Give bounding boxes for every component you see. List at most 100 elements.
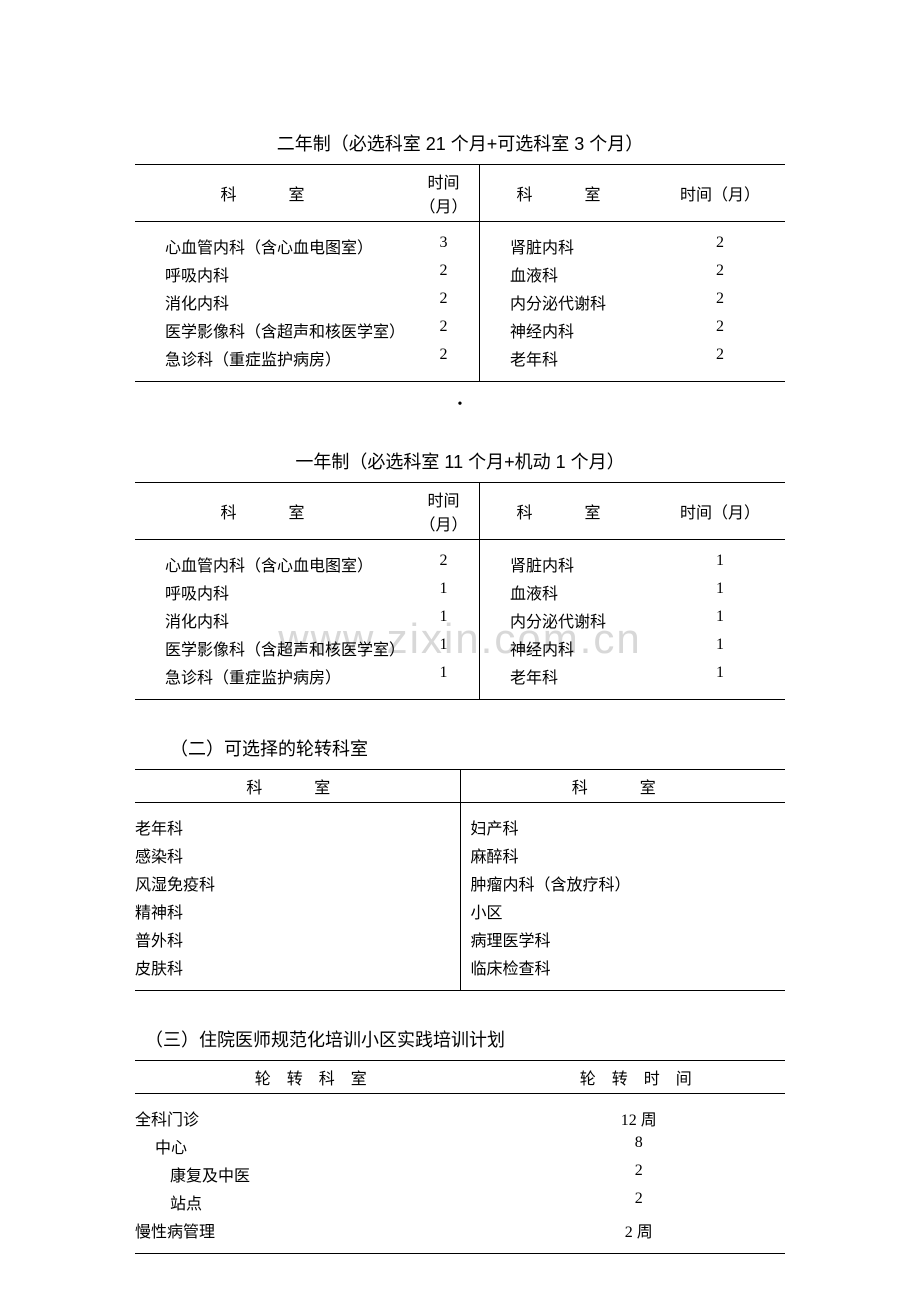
cell: 2 bbox=[655, 288, 785, 316]
cell: 肾脏内科 bbox=[480, 232, 656, 260]
table-row: 全科门诊 12 周 bbox=[135, 1104, 785, 1132]
cell: 2 bbox=[408, 316, 480, 344]
cell: 血液科 bbox=[480, 260, 656, 288]
cell: 消化内科 bbox=[135, 606, 408, 634]
table-row: 普外科 病理医学科 bbox=[135, 925, 785, 953]
table-row: 医学影像科（含超声和核医学室） 2 神经内科 2 bbox=[135, 316, 785, 344]
col-header: 科 室 bbox=[135, 770, 460, 803]
document-content: 二年制（必选科室 21 个月+可选科室 3 个月） 科 室 时间（月） 科 室 … bbox=[135, 130, 785, 1254]
cell: 老年科 bbox=[480, 344, 656, 372]
cell: 1 bbox=[408, 634, 480, 662]
cell: 2 bbox=[655, 260, 785, 288]
cell: 肾脏内科 bbox=[480, 550, 656, 578]
cell: 风湿免疫科 bbox=[135, 869, 460, 897]
table3-title: （二）可选择的轮转科室 bbox=[135, 735, 785, 761]
table-row: 急诊科（重症监护病房） 1 老年科 1 bbox=[135, 662, 785, 690]
cell: 8 bbox=[493, 1132, 786, 1160]
col-header: 科 室 bbox=[135, 483, 408, 540]
cell: 感染科 bbox=[135, 841, 460, 869]
cell: 2 bbox=[408, 260, 480, 288]
table-row: 精神科 小区 bbox=[135, 897, 785, 925]
col-header: 科 室 bbox=[460, 770, 785, 803]
table-row: 呼吸内科 2 血液科 2 bbox=[135, 260, 785, 288]
cell: 中心 bbox=[135, 1132, 493, 1160]
cell: 2 bbox=[493, 1160, 786, 1188]
cell: 急诊科（重症监护病房） bbox=[135, 662, 408, 690]
cell: 慢性病管理 bbox=[135, 1216, 493, 1244]
cell: 2 bbox=[408, 550, 480, 578]
cell: 病理医学科 bbox=[460, 925, 785, 953]
cell: 血液科 bbox=[480, 578, 656, 606]
cell: 妇产科 bbox=[460, 813, 785, 841]
table-header-row: 科 室 时间（月） 科 室 时间（月） bbox=[135, 165, 785, 222]
cell: 2 bbox=[655, 232, 785, 260]
cell: 1 bbox=[408, 578, 480, 606]
table-row: 消化内科 1 内分泌代谢科 1 bbox=[135, 606, 785, 634]
table-row: 消化内科 2 内分泌代谢科 2 bbox=[135, 288, 785, 316]
cell: 皮肤科 bbox=[135, 953, 460, 981]
col-header: 时间（月） bbox=[655, 165, 785, 222]
cell: 1 bbox=[408, 662, 480, 690]
table4: 轮 转 科 室 轮 转 时 间 全科门诊 12 周 中心 8 康复及中医 2 站… bbox=[135, 1060, 785, 1254]
col-header: 时间（月） bbox=[408, 165, 480, 222]
table-row: 呼吸内科 1 血液科 1 bbox=[135, 578, 785, 606]
cell: 普外科 bbox=[135, 925, 460, 953]
table-row: 风湿免疫科 肿瘤内科（含放疗科） bbox=[135, 869, 785, 897]
cell: 精神科 bbox=[135, 897, 460, 925]
cell: 呼吸内科 bbox=[135, 260, 408, 288]
cell: 呼吸内科 bbox=[135, 578, 408, 606]
table1-title: 二年制（必选科室 21 个月+可选科室 3 个月） bbox=[135, 130, 785, 156]
cell: 1 bbox=[655, 550, 785, 578]
cell: 3 bbox=[408, 232, 480, 260]
cell: 消化内科 bbox=[135, 288, 408, 316]
table-row: 急诊科（重症监护病房） 2 老年科 2 bbox=[135, 344, 785, 372]
table-row: 站点 2 bbox=[135, 1188, 785, 1216]
cell: 康复及中医 bbox=[135, 1160, 493, 1188]
cell: 1 bbox=[655, 662, 785, 690]
cell: 心血管内科（含心血电图室） bbox=[135, 232, 408, 260]
cell: 1 bbox=[655, 634, 785, 662]
cell: 1 bbox=[408, 606, 480, 634]
cell: 肿瘤内科（含放疗科） bbox=[460, 869, 785, 897]
cell: 麻醉科 bbox=[460, 841, 785, 869]
table-header-row: 科 室 科 室 bbox=[135, 770, 785, 803]
cell: 老年科 bbox=[135, 813, 460, 841]
cell: 内分泌代谢科 bbox=[480, 288, 656, 316]
cell: 2 bbox=[655, 316, 785, 344]
table-row: 康复及中医 2 bbox=[135, 1160, 785, 1188]
table-row: 中心 8 bbox=[135, 1132, 785, 1160]
cell: 心血管内科（含心血电图室） bbox=[135, 550, 408, 578]
cell: 12 周 bbox=[493, 1104, 786, 1132]
table-row: 慢性病管理 2 周 bbox=[135, 1216, 785, 1244]
cell: 1 bbox=[655, 578, 785, 606]
table-row: 医学影像科（含超声和核医学室） 1 神经内科 1 bbox=[135, 634, 785, 662]
cell: 2 bbox=[655, 344, 785, 372]
cell: 全科门诊 bbox=[135, 1104, 493, 1132]
table-header-row: 轮 转 科 室 轮 转 时 间 bbox=[135, 1061, 785, 1094]
cell: 站点 bbox=[135, 1188, 493, 1216]
col-header: 科 室 bbox=[480, 165, 656, 222]
cell: 2 bbox=[493, 1188, 786, 1216]
table-row: 感染科 麻醉科 bbox=[135, 841, 785, 869]
table-row: 皮肤科 临床检查科 bbox=[135, 953, 785, 981]
table-header-row: 科 室 时间（月） 科 室 时间（月） bbox=[135, 483, 785, 540]
table-row: 心血管内科（含心血电图室） 2 肾脏内科 1 bbox=[135, 550, 785, 578]
cell: 医学影像科（含超声和核医学室） bbox=[135, 634, 408, 662]
cell: 1 bbox=[655, 606, 785, 634]
col-header: 科 室 bbox=[135, 165, 408, 222]
cell: 内分泌代谢科 bbox=[480, 606, 656, 634]
col-header: 科 室 bbox=[480, 483, 656, 540]
cell: 2 周 bbox=[493, 1216, 786, 1244]
cell: 老年科 bbox=[480, 662, 656, 690]
cell: 急诊科（重症监护病房） bbox=[135, 344, 408, 372]
col-header: 时间（月） bbox=[408, 483, 480, 540]
col-header: 轮 转 时 间 bbox=[493, 1061, 786, 1094]
table2: 科 室 时间（月） 科 室 时间（月） 心血管内科（含心血电图室） 2 肾脏内科… bbox=[135, 482, 785, 700]
cell: 2 bbox=[408, 288, 480, 316]
cell: 临床检查科 bbox=[460, 953, 785, 981]
table3: 科 室 科 室 老年科 妇产科 感染科 麻醉科 风湿免疫科 肿瘤内科（含放疗科）… bbox=[135, 769, 785, 991]
cell: 神经内科 bbox=[480, 634, 656, 662]
table-row: 老年科 妇产科 bbox=[135, 813, 785, 841]
separator-dot: • bbox=[135, 397, 785, 413]
cell: 小区 bbox=[460, 897, 785, 925]
